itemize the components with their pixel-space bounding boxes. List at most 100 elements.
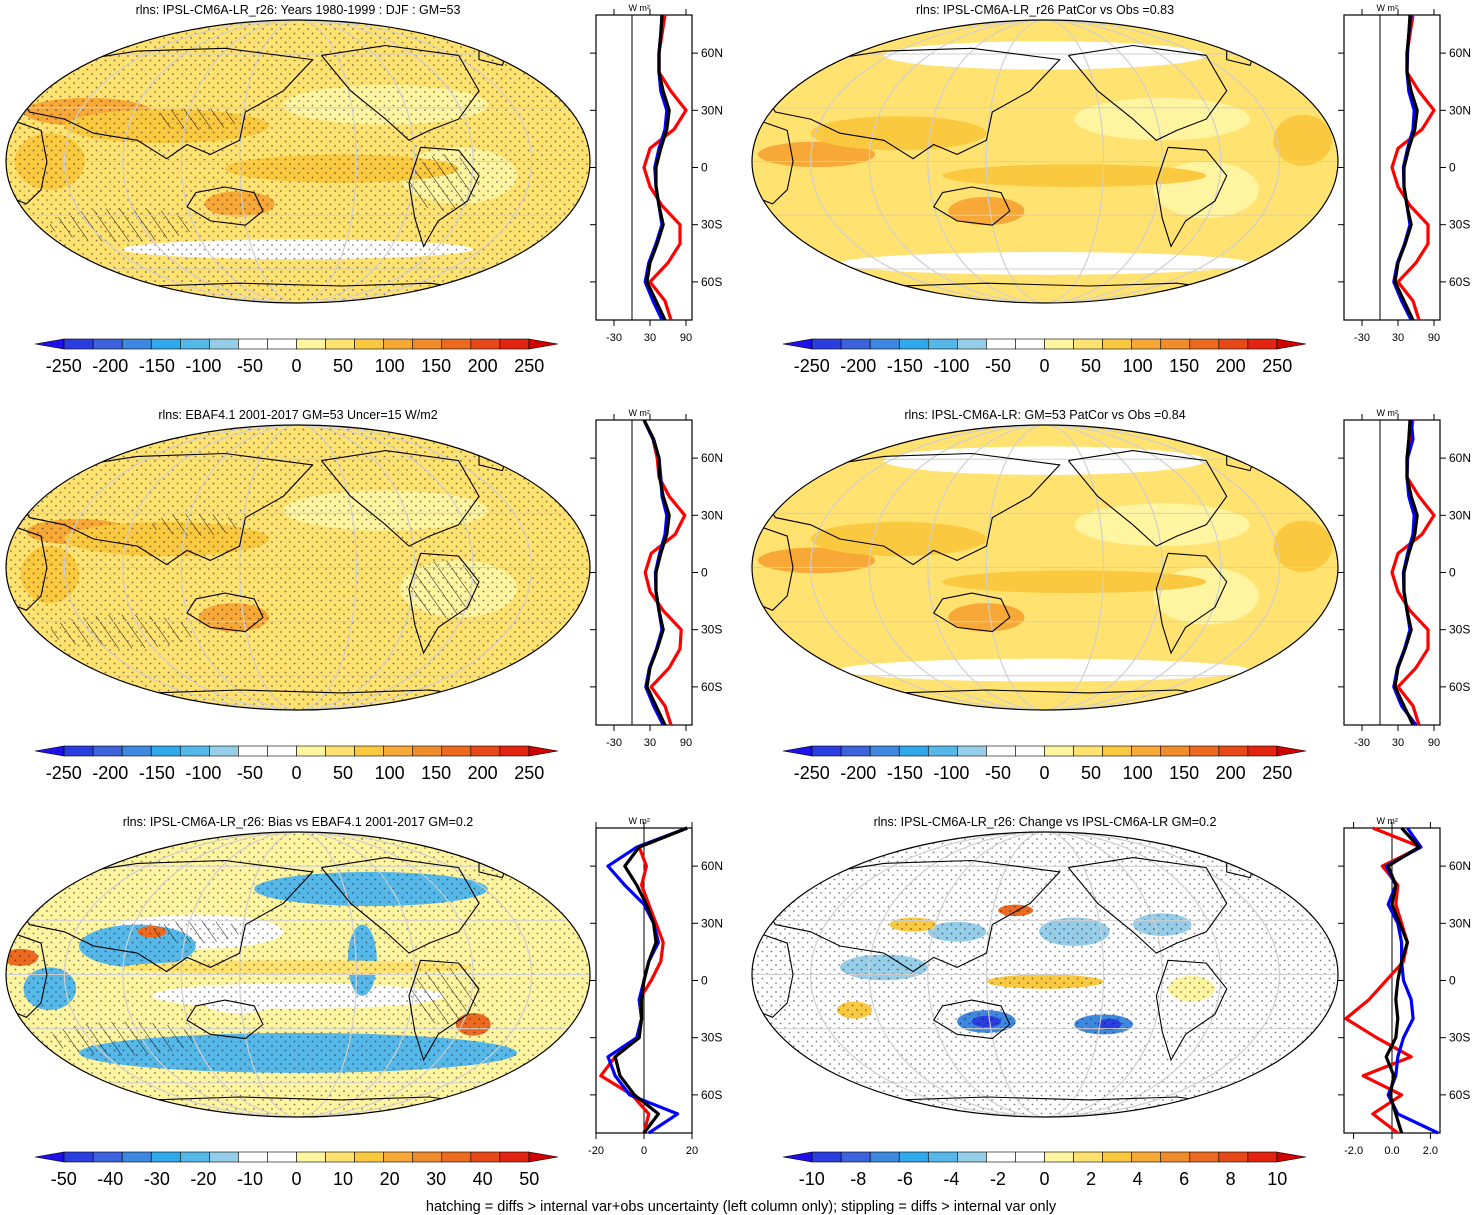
colorbar-swatch <box>1247 1151 1278 1163</box>
colorbar-tick-label: -250 <box>794 763 830 783</box>
colorbar-swatch <box>121 1151 152 1163</box>
profile-x-tick-label: -20 <box>588 1145 604 1157</box>
colorbar-swatch <box>238 338 268 350</box>
colorbar-swatch <box>296 1151 326 1163</box>
colorbar-swatch <box>121 745 152 757</box>
profile-y-tick-label: 30S <box>701 1031 722 1045</box>
colorbar-swatch <box>267 338 297 350</box>
profile-series-line <box>1393 419 1419 726</box>
colorbar-swatch <box>869 1151 900 1163</box>
colorbar-swatch <box>441 338 472 350</box>
colorbar-swatch <box>179 745 210 757</box>
coastline <box>186 186 264 226</box>
colorbar-swatch <box>441 1151 472 1163</box>
coastline <box>408 146 480 248</box>
coastline <box>1155 552 1228 655</box>
colorbar: -250 -200 -150 -100 -50 0 50 100 150 200 250 <box>34 745 559 783</box>
profile-units: W m² <box>628 3 650 13</box>
profile-units: W m² <box>1376 816 1398 826</box>
map-border <box>751 19 1339 304</box>
map-contour-region <box>948 603 1025 632</box>
map-border <box>751 424 1339 711</box>
colorbar-swatch <box>209 1151 239 1163</box>
colorbar-swatch <box>840 745 871 757</box>
colorbar-swatch <box>209 745 239 757</box>
map-panel: rlns: EBAF4.1 2001-2017 GM=53 Uncer=15 W… <box>5 408 591 711</box>
colorbar-swatch <box>325 1151 355 1163</box>
colorbar-tick-label: -50 <box>985 763 1011 783</box>
coastline <box>408 552 480 655</box>
profile-y-tick-label: 60N <box>1449 451 1471 465</box>
profile-series-line <box>613 826 688 1134</box>
colorbar-tick-label: -150 <box>887 763 923 783</box>
profile-x-tick-label: 90 <box>680 737 692 749</box>
coastline <box>1155 959 1228 1062</box>
map-field <box>6 425 590 710</box>
colorbar-tick-label: 0 <box>1039 763 1049 783</box>
colorbar-swatch <box>528 338 559 350</box>
profile-units: W m² <box>628 408 650 418</box>
colorbar-swatch <box>1073 338 1103 350</box>
colorbar-tick-label: 150 <box>421 763 451 783</box>
profile-y-tick-label: 60N <box>701 451 723 465</box>
colorbar-swatch <box>1218 1151 1249 1163</box>
colorbar-tick-label: 200 <box>1216 763 1246 783</box>
colorbar: -250 -200 -150 -100 -50 0 50 100 150 200 250 <box>782 745 1307 783</box>
profile-x-tick-label: -30 <box>606 332 622 344</box>
map-contour-region <box>810 116 987 151</box>
colorbar-swatch <box>150 1151 181 1163</box>
map-border <box>751 831 1339 1118</box>
colorbar-swatch <box>840 338 871 350</box>
colorbar-tick-label: 20 <box>380 1169 400 1189</box>
coastline <box>757 452 1061 566</box>
profile-series-line <box>1384 827 1439 1135</box>
coastline <box>932 186 1011 226</box>
colorbar-tick-label: -10 <box>237 1169 263 1189</box>
graticule-line <box>985 20 1105 303</box>
map-border <box>5 19 591 304</box>
colorbar-swatch <box>1015 745 1045 757</box>
coastline <box>1067 450 1228 547</box>
profile-series-line <box>1344 826 1423 1135</box>
coastline <box>1067 44 1228 141</box>
colorbar-tick-label: 50 <box>333 763 353 783</box>
colorbar-swatch <box>1131 745 1162 757</box>
colorbar-tick-label: 50 <box>333 356 353 376</box>
profile-series-line <box>599 826 688 1134</box>
profile-units: W m² <box>1376 408 1398 418</box>
map-panel: rlns: IPSL-CM6A-LR_r26: Bias vs EBAF4.1 … <box>5 815 591 1118</box>
coastline <box>320 450 480 547</box>
colorbar-swatch <box>412 338 443 350</box>
colorbar-swatch <box>1073 745 1103 757</box>
map-contour-region <box>1074 97 1251 141</box>
colorbar-swatch <box>1247 338 1278 350</box>
colorbar-tick-label: 200 <box>1216 356 1246 376</box>
coastline <box>186 592 264 633</box>
zonal-profile: W m² 60N 30N 0 30S 60S -30 30 90 <box>590 3 723 344</box>
colorbar: -250 -200 -150 -100 -50 0 50 100 150 200 250 <box>34 338 559 376</box>
colorbar-tick-label: -40 <box>97 1169 123 1189</box>
colorbar-swatch <box>179 338 210 350</box>
colorbar-swatch <box>927 338 958 350</box>
colorbar-swatch <box>179 1151 210 1163</box>
colorbar-swatch <box>1218 338 1249 350</box>
map-contour-region <box>1273 114 1333 166</box>
map-contour-region <box>839 252 1251 275</box>
map-field <box>752 425 1338 710</box>
map-contour-region <box>1273 520 1333 572</box>
profile-units: W m² <box>628 816 650 826</box>
colorbar-swatch <box>1276 1151 1307 1163</box>
coastline <box>1067 857 1228 954</box>
colorbar-swatch <box>1160 745 1191 757</box>
graticule-line <box>122 20 474 303</box>
map-contour-region <box>942 570 1207 594</box>
colorbar-swatch <box>412 1151 443 1163</box>
colorbar-swatch <box>470 745 501 757</box>
colorbar-swatch <box>499 1151 530 1163</box>
map-contour-region <box>942 164 1207 187</box>
colorbar-swatch <box>528 1151 559 1163</box>
colorbar-tick-label: 8 <box>1226 1169 1236 1189</box>
graticule-line <box>122 425 474 710</box>
profile-y-tick-label: 60S <box>701 1088 722 1102</box>
colorbar-tick-label: 0 <box>1039 1169 1049 1189</box>
